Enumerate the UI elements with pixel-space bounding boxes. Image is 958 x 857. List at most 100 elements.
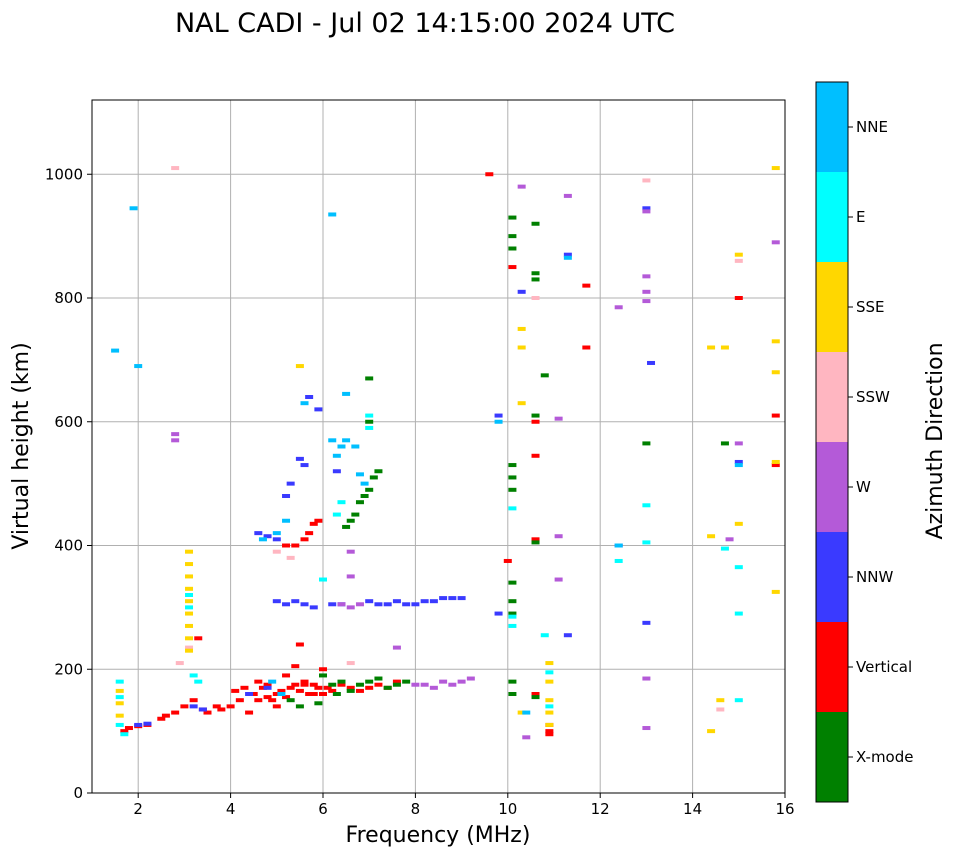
data-point [642, 503, 651, 508]
data-point [194, 636, 203, 641]
data-point [346, 518, 355, 523]
data-point [171, 438, 180, 443]
data-point [531, 692, 540, 696]
data-point [332, 453, 341, 458]
data-point [554, 534, 563, 539]
data-point [346, 688, 355, 693]
data-point [337, 682, 346, 687]
data-point [120, 729, 129, 734]
data-point [771, 166, 780, 171]
data-point [707, 345, 716, 350]
y-tick-label: 600 [54, 413, 83, 431]
data-point [337, 602, 346, 607]
x-tick-label: 12 [591, 800, 610, 818]
data-point [295, 364, 304, 369]
data-point [203, 710, 212, 715]
data-point [614, 305, 623, 310]
data-point [734, 565, 743, 570]
data-point [171, 432, 180, 437]
data-point [300, 682, 309, 687]
colorbar-label: Azimuth Direction [923, 342, 948, 539]
data-point [245, 692, 254, 696]
data-point [360, 494, 369, 498]
data-point [180, 704, 189, 709]
data-point [175, 661, 184, 666]
data-point [323, 685, 332, 690]
colorbar-segment [816, 712, 848, 802]
data-point [351, 444, 360, 449]
data-point [420, 682, 429, 687]
data-point [115, 679, 124, 684]
data-point [305, 692, 314, 696]
data-point [582, 283, 591, 288]
data-point [531, 540, 540, 545]
data-point [429, 685, 438, 690]
data-point [531, 296, 540, 300]
colorbar-segment [816, 352, 848, 442]
data-point [328, 602, 337, 607]
data-point [185, 611, 194, 616]
data-point [115, 695, 124, 700]
y-tick-label: 400 [54, 537, 83, 555]
data-point [332, 512, 341, 517]
axis-ticks: 2 4 6 8 10 12 14 16 0 200 400 600 800 1000 [45, 165, 795, 818]
data-point [351, 512, 360, 517]
data-points [111, 166, 780, 740]
x-axis-label: Frequency (MHz) [346, 823, 531, 848]
data-point [171, 710, 180, 715]
data-point [272, 549, 281, 554]
data-point [734, 459, 743, 464]
data-point [642, 289, 651, 294]
data-point [545, 729, 554, 734]
x-tick-label: 10 [498, 800, 517, 818]
data-point [439, 596, 448, 601]
data-point [314, 407, 323, 412]
data-point [314, 685, 323, 690]
series-vertical [120, 172, 780, 737]
data-point [305, 395, 314, 399]
data-point [642, 726, 651, 731]
data-point [272, 537, 281, 542]
data-point [448, 682, 457, 687]
data-point [517, 326, 526, 331]
data-point [355, 500, 364, 505]
data-point [508, 580, 517, 585]
data-point [720, 441, 729, 446]
data-point [508, 692, 517, 696]
data-point [300, 401, 309, 406]
data-point [328, 438, 337, 443]
x-tick-label: 2 [133, 800, 143, 818]
data-point [268, 698, 277, 703]
data-point [355, 472, 364, 477]
data-point [300, 463, 309, 468]
data-point [319, 577, 327, 582]
data-point [531, 413, 540, 418]
colorbar-segment [816, 622, 848, 712]
data-point [720, 546, 729, 551]
data-point [457, 596, 466, 601]
series-sse [115, 166, 780, 734]
y-tick-label: 1000 [45, 165, 83, 183]
data-point [134, 722, 143, 727]
data-point [457, 679, 466, 684]
data-point [707, 534, 716, 539]
data-point [185, 549, 194, 554]
data-point [563, 252, 572, 257]
data-point [508, 475, 517, 480]
data-point [129, 206, 138, 211]
colorbar-tick-label: E [856, 208, 865, 226]
data-point [563, 633, 572, 638]
data-point [448, 596, 457, 601]
data-point [342, 524, 351, 529]
data-point [383, 602, 392, 607]
data-point [540, 633, 549, 638]
data-point [771, 589, 780, 594]
data-point [734, 252, 743, 257]
data-point [494, 611, 503, 616]
data-point [508, 506, 517, 511]
data-point [365, 425, 374, 430]
data-point [286, 555, 295, 560]
data-point [734, 258, 743, 263]
data-point [337, 500, 346, 505]
data-point [346, 574, 355, 579]
